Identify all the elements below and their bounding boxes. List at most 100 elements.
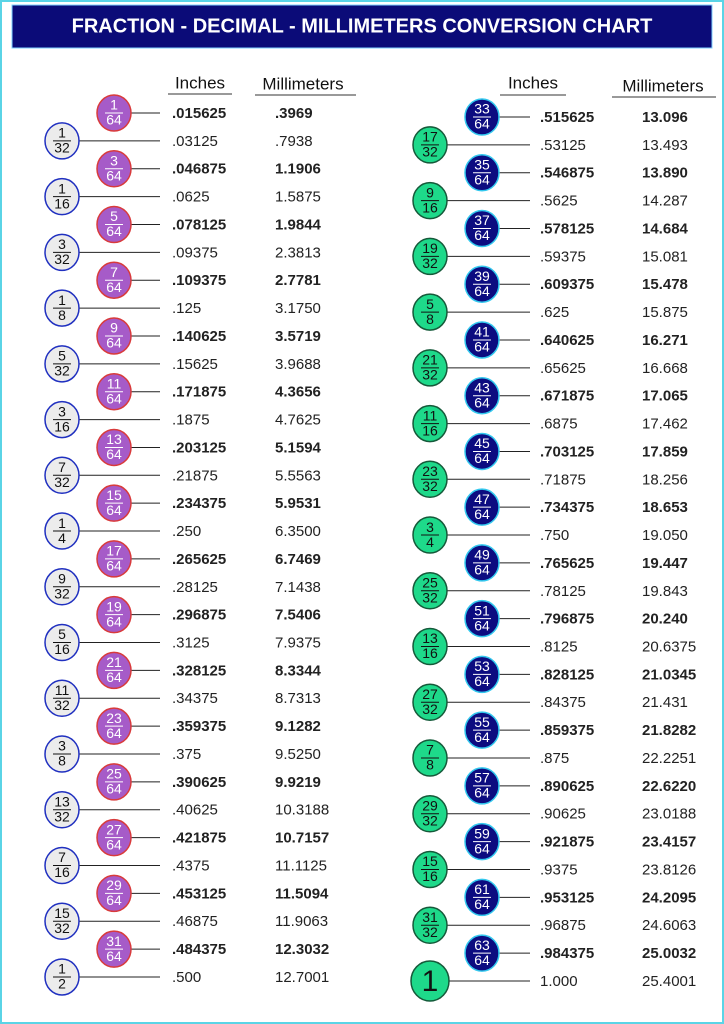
inches-value: .984375 <box>540 945 594 962</box>
inches-value: .5625 <box>540 193 578 210</box>
denominator: 64 <box>474 952 490 968</box>
mm-value: 25.4001 <box>642 973 696 990</box>
mm-value: 9.1282 <box>275 718 321 735</box>
mm-value: 18.653 <box>642 499 688 516</box>
numerator: 7 <box>110 264 118 280</box>
inches-value: .78125 <box>540 583 586 600</box>
denominator: 32 <box>54 140 70 156</box>
denominator: 64 <box>106 502 122 518</box>
numerator: 7 <box>58 849 66 865</box>
denominator: 8 <box>426 311 434 327</box>
mm-value: 20.240 <box>642 611 688 628</box>
inches-value: 1.000 <box>540 973 578 990</box>
inches-value: .015625 <box>172 105 226 122</box>
mm-value: 6.7469 <box>275 551 321 568</box>
mm-value: 19.050 <box>642 527 688 544</box>
inches-value: .3125 <box>172 634 210 651</box>
denominator: 64 <box>474 896 490 912</box>
inches-value: .703125 <box>540 443 594 460</box>
denominator: 64 <box>474 450 490 466</box>
mm-value: 23.4157 <box>642 834 696 851</box>
numerator: 9 <box>110 320 118 336</box>
mm-value: 8.7313 <box>275 690 321 707</box>
numerator: 21 <box>422 352 438 368</box>
numerator: 13 <box>106 431 122 447</box>
inches-value: .34375 <box>172 690 218 707</box>
inches-value: .671875 <box>540 388 594 405</box>
mm-value: 7.5406 <box>275 607 321 624</box>
inches-value: .109375 <box>172 272 226 289</box>
numerator: 53 <box>474 658 490 674</box>
denominator: 64 <box>106 836 122 852</box>
denominator: 32 <box>422 478 438 494</box>
inches-value: .171875 <box>172 384 226 401</box>
mm-value: 5.5563 <box>275 467 321 484</box>
numerator: 1 <box>58 292 66 308</box>
denominator: 64 <box>474 227 490 243</box>
mm-value: 14.287 <box>642 193 688 210</box>
inches-value: .625 <box>540 304 569 321</box>
denominator: 64 <box>474 562 490 578</box>
inches-value: .359375 <box>172 718 226 735</box>
numerator: 17 <box>422 129 438 145</box>
inches-value: .921875 <box>540 834 594 851</box>
numerator: 33 <box>474 101 490 117</box>
denominator: 64 <box>474 785 490 801</box>
mm-value: 21.0345 <box>642 666 696 683</box>
inches-value: .609375 <box>540 276 594 293</box>
numerator: 61 <box>474 881 490 897</box>
denominator: 64 <box>106 725 122 741</box>
mm-value: 9.5250 <box>275 746 321 763</box>
numerator: 23 <box>106 710 122 726</box>
title-bar <box>11 4 713 49</box>
denominator: 16 <box>54 864 70 880</box>
mm-value: 11.5094 <box>275 885 329 902</box>
inches-value: .21875 <box>172 467 218 484</box>
inches-value: .71875 <box>540 471 586 488</box>
inches-value: .234375 <box>172 495 226 512</box>
inches-value: .09375 <box>172 244 218 261</box>
inches-value: .40625 <box>172 802 218 819</box>
fraction-circle <box>410 960 450 1002</box>
denominator: 64 <box>474 617 490 633</box>
inches-value: .453125 <box>172 885 226 902</box>
inches-value: .765625 <box>540 555 594 572</box>
denominator: 8 <box>58 753 66 769</box>
numerator: 5 <box>110 208 118 224</box>
numerator: 37 <box>474 212 490 228</box>
numerator: 27 <box>106 821 122 837</box>
inches-value: .328125 <box>172 662 226 679</box>
numerator: 13 <box>422 630 438 646</box>
inches-value: .859375 <box>540 722 594 739</box>
fraction-whole: 1 <box>422 965 439 998</box>
mm-value: 3.9688 <box>275 356 321 373</box>
mm-value: 7.1438 <box>275 579 321 596</box>
mm-value: 24.2095 <box>642 889 696 906</box>
inches-value: .96875 <box>540 917 586 934</box>
inches-value: .375 <box>172 746 201 763</box>
numerator: 25 <box>422 574 438 590</box>
numerator: 27 <box>422 686 438 702</box>
inches-value: .953125 <box>540 889 594 906</box>
denominator: 32 <box>54 697 70 713</box>
mm-value: 17.859 <box>642 443 688 460</box>
numerator: 7 <box>58 459 66 475</box>
denominator: 16 <box>54 641 70 657</box>
inches-value: .125 <box>172 300 201 317</box>
numerator: 5 <box>426 296 434 312</box>
inches-value: .4375 <box>172 857 210 874</box>
numerator: 19 <box>106 598 122 614</box>
inches-value: .53125 <box>540 137 586 154</box>
inches-value: .640625 <box>540 332 594 349</box>
mm-value: 17.065 <box>642 388 688 405</box>
numerator: 47 <box>474 491 490 507</box>
mm-value: 9.9219 <box>275 774 321 791</box>
denominator: 8 <box>58 307 66 323</box>
mm-value: 19.447 <box>642 555 688 572</box>
column-header: Inches <box>508 73 558 92</box>
mm-value: 15.478 <box>642 276 688 293</box>
denominator: 4 <box>58 530 66 546</box>
denominator: 32 <box>422 255 438 271</box>
mm-value: 1.1906 <box>275 161 321 178</box>
numerator: 51 <box>474 602 490 618</box>
